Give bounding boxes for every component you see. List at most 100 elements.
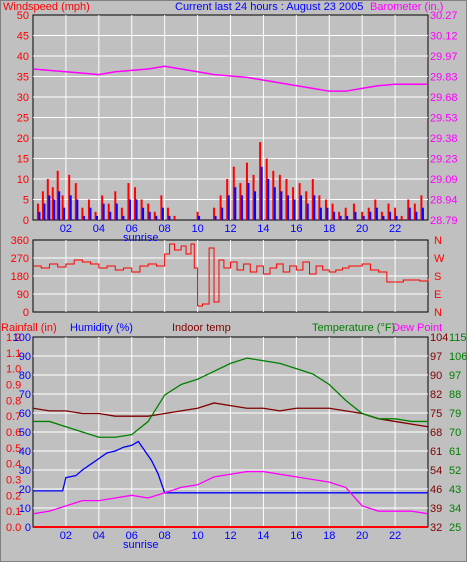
series-temperature-f-line	[33, 357, 428, 438]
rain-y-tick: 0.0	[6, 522, 21, 534]
wind-y-tick: 25	[17, 113, 29, 125]
wind-y-tick: 10	[17, 174, 29, 186]
dewpoint-y-tick: 52	[449, 465, 461, 477]
barometer-y-tick: 29.68	[430, 92, 458, 104]
temperature-y-tick: 61	[430, 446, 442, 458]
wind-y-tick: 35	[17, 72, 29, 84]
x-tick-bottom: 12	[224, 530, 236, 542]
x-tick-top: 02	[60, 223, 72, 235]
humidity-y-tick: 100	[13, 332, 31, 344]
humidity-y-tick: 10	[19, 503, 31, 515]
rain-y-tick: 0.2	[6, 490, 21, 502]
chart-title: Current last 24 hours : August 23 2005	[175, 1, 363, 13]
humidity-y-tick: 20	[19, 484, 31, 496]
temperature-y-tick: 75	[430, 408, 442, 420]
dewpoint-y-tick: 106	[449, 351, 467, 363]
direction-y-tick: 0	[23, 307, 29, 319]
humidity-y-tick: 80	[19, 370, 31, 382]
windspeed-title: Windspeed (mph)	[3, 1, 90, 13]
x-tick-bottom: 18	[323, 530, 335, 542]
barometer-y-tick: 29.83	[430, 72, 458, 84]
barometer-y-tick: 29.09	[430, 174, 458, 186]
x-tick-bottom: 14	[257, 530, 269, 542]
x-tick-top: 06	[126, 223, 138, 235]
wind-y-tick: 40	[17, 51, 29, 63]
dewpoint-y-tick: 43	[449, 484, 461, 496]
humidity-y-tick: 40	[19, 446, 31, 458]
x-tick-bottom: 22	[389, 530, 401, 542]
direction-compass-tick: W	[434, 253, 445, 265]
humidity-y-tick: 70	[19, 389, 31, 401]
rain-y-tick: 1.0	[6, 364, 21, 376]
x-tick-top: 12	[224, 223, 236, 235]
x-tick-bottom: 06	[126, 530, 138, 542]
rain-y-tick: 1.1	[6, 348, 21, 360]
rain-y-tick: 0.7	[6, 411, 21, 423]
wind-y-tick: 50	[17, 10, 29, 22]
x-tick-bottom: 16	[290, 530, 302, 542]
direction-y-tick: 360	[11, 235, 29, 247]
humidity-y-tick: 90	[19, 351, 31, 363]
rain-y-tick: 1.2	[6, 332, 21, 344]
barometer-y-tick: 28.94	[430, 195, 458, 207]
x-tick-bottom: 08	[159, 530, 171, 542]
dewpoint-y-tick: 25	[449, 522, 461, 534]
x-tick-top: 14	[257, 223, 269, 235]
temperature-y-tick: 104	[430, 332, 448, 344]
barometer-y-tick: 30.12	[430, 31, 458, 43]
rain-y-tick: 0.5	[6, 443, 21, 455]
dewpoint-y-tick: 70	[449, 427, 461, 439]
rain-y-tick: 0.1	[6, 506, 21, 518]
series-marks	[32, 65, 429, 528]
direction-y-tick: 180	[11, 271, 29, 283]
rain-y-tick: 0.9	[6, 380, 21, 392]
barometer-y-tick: 29.23	[430, 154, 458, 166]
x-tick-bottom: 20	[356, 530, 368, 542]
temperature-y-tick: 82	[430, 389, 442, 401]
temperature-y-tick: 68	[430, 427, 442, 439]
x-tick-top: 10	[191, 223, 203, 235]
barometer-title: Barometer (in.)	[370, 1, 443, 13]
direction-compass-tick: S	[434, 271, 441, 283]
x-tick-top: 08	[159, 223, 171, 235]
dewpoint-y-tick: 115	[449, 332, 467, 344]
wind-direction-line	[33, 243, 429, 307]
dewpoint-y-tick: 79	[449, 408, 461, 420]
x-tick-top: 16	[290, 223, 302, 235]
x-tick-bottom: 04	[93, 530, 105, 542]
dewpoint-y-tick: 88	[449, 389, 461, 401]
humidity-y-tick: 30	[19, 465, 31, 477]
humidity-y-tick: 0	[25, 522, 31, 534]
dewpoint-title: Dew Point	[392, 322, 442, 334]
barometer-line	[32, 65, 428, 92]
x-tick-bottom: 02	[60, 530, 72, 542]
dewpoint-y-tick: 61	[449, 446, 461, 458]
temperature-y-tick: 90	[430, 370, 442, 382]
humidity-title: Humidity (%)	[70, 322, 133, 334]
direction-compass-tick: N	[434, 307, 442, 319]
wind-y-tick: 45	[17, 31, 29, 43]
wind-y-tick: 15	[17, 154, 29, 166]
sunrise-label-top: sunrise	[123, 232, 158, 244]
rain-y-tick: 0.3	[6, 475, 21, 487]
dewpoint-y-tick: 97	[449, 370, 461, 382]
barometer-y-tick: 30.27	[430, 10, 458, 22]
rain-y-tick: 0.4	[6, 459, 21, 471]
barometer-y-tick: 29.53	[430, 113, 458, 125]
wind-y-tick: 30	[17, 92, 29, 104]
x-tick-top: 18	[323, 223, 335, 235]
temperature-y-tick: 46	[430, 484, 442, 496]
barometer-y-tick: 29.38	[430, 133, 458, 145]
direction-compass-tick: E	[434, 289, 441, 301]
rainfall-title: Rainfall (in)	[1, 322, 57, 334]
humidity-y-tick: 60	[19, 408, 31, 420]
series-humidity-line	[33, 440, 428, 494]
dewpoint-y-tick: 34	[449, 503, 461, 515]
x-tick-top: 22	[389, 223, 401, 235]
rain-y-tick: 0.6	[6, 427, 21, 439]
humidity-y-tick: 50	[19, 427, 31, 439]
direction-compass-tick: N	[434, 235, 442, 247]
temperature-y-tick: 32	[430, 522, 442, 534]
temperature-y-tick: 97	[430, 351, 442, 363]
